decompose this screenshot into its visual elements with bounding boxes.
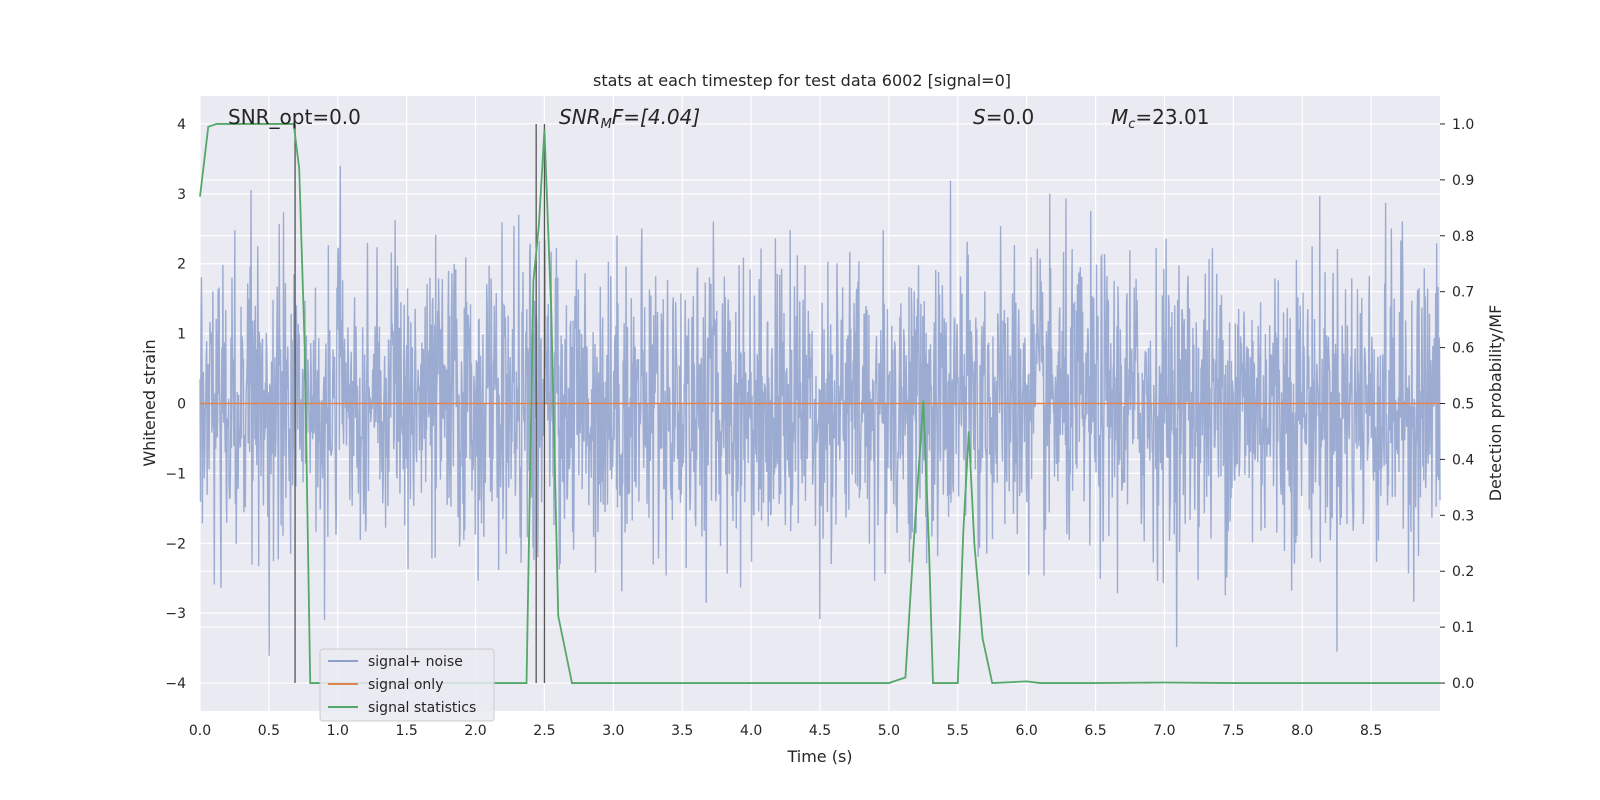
series-line-signal-noise	[199, 165, 1441, 656]
y-left-tick-label: −4	[165, 676, 186, 692]
y-left-tick-label: 3	[177, 187, 186, 203]
y-right-tick-labels: 0.0 0.1 0.2 0.3 0.4 0.5 0.6 0.7 0.8 0.9 1.0	[1440, 117, 1474, 692]
x-tick-label: 1.0	[327, 723, 349, 739]
x-tick-label: 7.5	[1222, 723, 1244, 739]
y-left-tick-label: 0	[177, 397, 186, 413]
annotation-s-rest: =0.0	[986, 105, 1035, 129]
vertical-markers	[294, 123, 546, 684]
x-tick-label: 0.0	[189, 723, 211, 739]
x-tick-label: 3.5	[671, 723, 693, 739]
y-left-tick-label: −1	[165, 466, 186, 482]
y-left-tick-label: 1	[177, 327, 186, 343]
legend: signal+ noise signal only signal statist…	[319, 648, 495, 722]
annotation-mc-rest: =23.01	[1135, 105, 1209, 129]
x-tick-labels: 0.0 0.5 1.0 1.5 2.0 2.5 3.0 3.5 4.0 4.5 5.0 5.5 6.0 6…	[189, 723, 1382, 739]
annotation-mc-main: M	[1111, 105, 1128, 129]
annotation-s: S=0.0	[973, 105, 1034, 129]
y-right-tick-label: 0.2	[1452, 564, 1474, 580]
x-tick-label: 8.0	[1291, 723, 1313, 739]
y-right-axis-label: Detection probability/MF	[1486, 305, 1505, 502]
y-left-tick-label: −3	[165, 606, 186, 622]
legend-label-signal-noise: signal+ noise	[368, 654, 463, 670]
annotation-s-main: S	[973, 105, 986, 129]
series-signal-statistics	[199, 123, 1440, 684]
y-right-tick-label: 0.9	[1452, 173, 1474, 189]
y-right-tick-label: 0.1	[1452, 620, 1474, 636]
x-tick-label: 6.5	[1084, 723, 1106, 739]
annotation-snr-mf: SNRMF=[4.04]	[559, 105, 700, 132]
series-line-signal-statistics	[199, 123, 1440, 684]
y-right-tick-label: 0.5	[1452, 397, 1474, 413]
x-tick-label: 8.5	[1360, 723, 1382, 739]
y-left-tick-label: 4	[177, 117, 186, 133]
x-tick-label: 5.0	[878, 723, 900, 739]
legend-label-signal-statistics: signal statistics	[368, 700, 476, 716]
y-right-tick-label: 0.6	[1452, 341, 1474, 357]
chart-title: stats at each timestep for test data 600…	[593, 71, 1011, 90]
x-tick-label: 2.5	[533, 723, 555, 739]
x-tick-label: 6.0	[1016, 723, 1038, 739]
y-left-tick-labels: −4 −3 −2 −1 0 1 2 3 4	[165, 117, 186, 692]
series-signal-noise	[199, 165, 1441, 656]
annotation-snr-mf-sub: M	[601, 117, 612, 132]
x-tick-label: 7.0	[1153, 723, 1175, 739]
x-tick-label: 4.5	[809, 723, 831, 739]
x-tick-label: 3.0	[602, 723, 624, 739]
y-right-tick-label: 0.0	[1452, 676, 1474, 692]
legend-label-signal-only: signal only	[368, 677, 443, 693]
annotation-mc-sub: c	[1128, 117, 1135, 132]
y-right-tick-label: 0.8	[1452, 229, 1474, 245]
x-axis-label: Time (s)	[786, 747, 852, 766]
x-tick-label: 5.5	[947, 723, 969, 739]
annotation-mc: Mc=23.01	[1111, 105, 1209, 132]
y-left-tick-label: −2	[165, 536, 186, 552]
annotation-snr-mf-rest-f: F=[4.04]	[612, 105, 700, 129]
x-tick-label: 1.5	[396, 723, 418, 739]
legend-box	[319, 648, 495, 722]
y-left-tick-label: 2	[177, 257, 186, 273]
y-right-tick-label: 0.4	[1452, 452, 1474, 468]
x-tick-label: 0.5	[258, 723, 280, 739]
annotation-snr-opt: SNR_opt=0.0	[228, 105, 361, 129]
annotation-snr-mf-main: SNR	[559, 105, 601, 129]
y-right-tick-label: 1.0	[1452, 117, 1474, 133]
x-tick-label: 4.0	[740, 723, 762, 739]
x-tick-label: 2.0	[464, 723, 486, 739]
y-right-tick-label: 0.7	[1452, 285, 1474, 301]
y-right-tick-label: 0.3	[1452, 508, 1474, 524]
y-left-axis-label: Whitened strain	[140, 339, 159, 466]
